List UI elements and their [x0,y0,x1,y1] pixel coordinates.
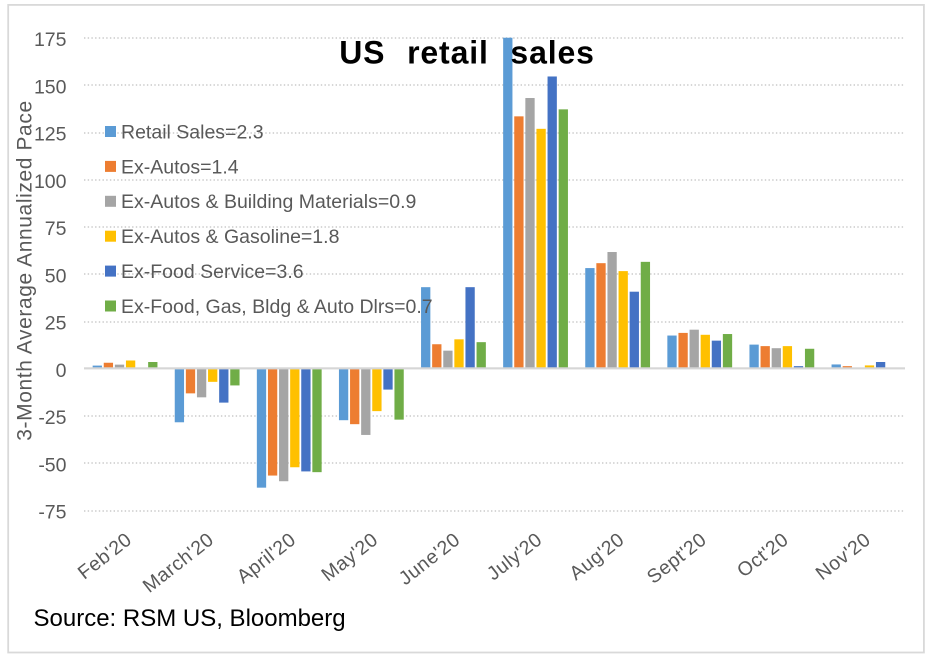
svg-text:-50: -50 [38,454,66,476]
svg-text:US retail sales: US retail sales [339,34,595,70]
svg-text:175: 175 [34,29,67,51]
svg-text:50: 50 [45,265,67,287]
svg-text:Ex-Autos=1.4: Ex-Autos=1.4 [121,156,239,178]
svg-text:100: 100 [34,171,67,193]
svg-text:Source: RSM US, Bloomberg: Source: RSM US, Bloomberg [34,605,346,632]
svg-text:75: 75 [45,218,67,240]
svg-text:Retail Sales=2.3: Retail Sales=2.3 [121,121,264,143]
svg-text:150: 150 [34,76,67,98]
svg-text:Ex-Autos & Building Materials=: Ex-Autos & Building Materials=0.9 [121,191,416,213]
svg-text:125: 125 [34,124,67,146]
svg-text:-75: -75 [38,502,66,524]
svg-text:3-Month Average Annualized Pac: 3-Month Average Annualized Pace [14,100,37,440]
svg-text:Ex-Food Service=3.6: Ex-Food Service=3.6 [121,261,304,283]
svg-text:0: 0 [56,360,67,382]
svg-text:25: 25 [45,313,67,335]
svg-text:Ex-Food, Gas, Bldg & Auto Dlrs: Ex-Food, Gas, Bldg & Auto Dlrs=0.7 [121,296,433,318]
svg-text:-25: -25 [38,407,66,429]
svg-text:Ex-Autos & Gasoline=1.8: Ex-Autos & Gasoline=1.8 [121,226,339,248]
